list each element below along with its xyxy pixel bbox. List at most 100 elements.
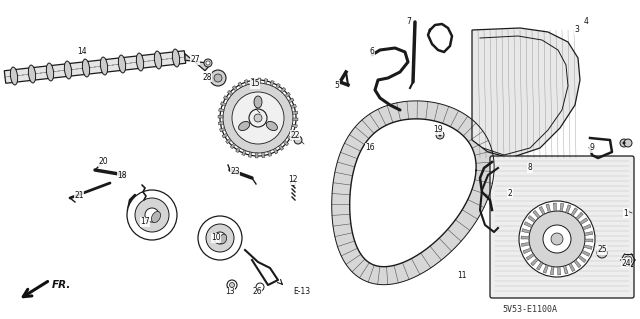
Text: 4: 4 bbox=[584, 18, 588, 26]
Circle shape bbox=[551, 233, 563, 245]
Polygon shape bbox=[218, 122, 223, 125]
FancyBboxPatch shape bbox=[490, 156, 634, 298]
Text: 16: 16 bbox=[365, 144, 375, 152]
Text: 5: 5 bbox=[335, 80, 339, 90]
Polygon shape bbox=[536, 262, 543, 270]
Polygon shape bbox=[4, 51, 186, 83]
Text: 14: 14 bbox=[77, 48, 87, 56]
Polygon shape bbox=[578, 256, 586, 263]
Ellipse shape bbox=[100, 57, 108, 75]
Polygon shape bbox=[531, 258, 538, 266]
Ellipse shape bbox=[220, 234, 227, 244]
Ellipse shape bbox=[65, 61, 72, 79]
Polygon shape bbox=[251, 78, 254, 84]
Ellipse shape bbox=[118, 55, 125, 73]
Text: 10: 10 bbox=[211, 234, 221, 242]
Polygon shape bbox=[226, 138, 231, 144]
Text: 11: 11 bbox=[457, 271, 467, 279]
Polygon shape bbox=[539, 206, 545, 215]
Text: 19: 19 bbox=[433, 125, 443, 135]
Polygon shape bbox=[293, 118, 298, 121]
Polygon shape bbox=[571, 208, 577, 216]
Polygon shape bbox=[219, 108, 224, 112]
Polygon shape bbox=[522, 242, 530, 247]
Polygon shape bbox=[521, 236, 529, 239]
Polygon shape bbox=[278, 145, 284, 150]
Circle shape bbox=[254, 114, 262, 122]
Polygon shape bbox=[557, 267, 561, 275]
Polygon shape bbox=[248, 152, 252, 157]
Text: 13: 13 bbox=[225, 287, 235, 296]
Text: 8: 8 bbox=[527, 164, 532, 173]
Circle shape bbox=[127, 190, 177, 240]
Text: 27: 27 bbox=[190, 56, 200, 64]
Polygon shape bbox=[280, 87, 286, 93]
Polygon shape bbox=[584, 232, 593, 235]
Text: 18: 18 bbox=[117, 170, 127, 180]
Circle shape bbox=[249, 109, 267, 127]
Polygon shape bbox=[533, 210, 540, 218]
Circle shape bbox=[256, 283, 264, 291]
Ellipse shape bbox=[136, 53, 143, 71]
Circle shape bbox=[438, 133, 442, 137]
Polygon shape bbox=[523, 248, 531, 254]
Text: 2: 2 bbox=[508, 189, 513, 197]
Polygon shape bbox=[185, 54, 210, 71]
Polygon shape bbox=[543, 265, 548, 273]
Circle shape bbox=[135, 198, 169, 232]
Polygon shape bbox=[220, 102, 226, 106]
Polygon shape bbox=[244, 79, 248, 85]
Text: 17: 17 bbox=[140, 218, 150, 226]
Polygon shape bbox=[292, 111, 298, 114]
Polygon shape bbox=[283, 140, 289, 146]
Polygon shape bbox=[223, 96, 229, 100]
Polygon shape bbox=[227, 90, 233, 95]
Text: 26: 26 bbox=[252, 287, 262, 296]
Text: FR.: FR. bbox=[52, 280, 72, 290]
Polygon shape bbox=[273, 148, 278, 154]
Ellipse shape bbox=[254, 96, 262, 108]
Polygon shape bbox=[290, 130, 296, 134]
Circle shape bbox=[206, 224, 234, 252]
Text: E-13: E-13 bbox=[293, 287, 310, 296]
Circle shape bbox=[145, 208, 159, 222]
Polygon shape bbox=[268, 151, 272, 156]
Polygon shape bbox=[553, 203, 556, 211]
Text: 5V53-E1100A: 5V53-E1100A bbox=[502, 306, 557, 315]
Text: 12: 12 bbox=[288, 175, 298, 184]
Polygon shape bbox=[526, 254, 534, 260]
Polygon shape bbox=[222, 133, 228, 138]
Ellipse shape bbox=[83, 59, 90, 77]
Circle shape bbox=[623, 142, 625, 145]
Polygon shape bbox=[285, 92, 291, 97]
Circle shape bbox=[214, 74, 222, 82]
Polygon shape bbox=[569, 263, 575, 271]
Text: 20: 20 bbox=[98, 158, 108, 167]
Circle shape bbox=[620, 139, 628, 147]
Circle shape bbox=[204, 59, 212, 67]
Polygon shape bbox=[574, 260, 581, 268]
Circle shape bbox=[210, 70, 226, 86]
Polygon shape bbox=[242, 150, 246, 156]
Polygon shape bbox=[238, 82, 243, 88]
Circle shape bbox=[198, 216, 242, 260]
Polygon shape bbox=[522, 229, 530, 233]
Circle shape bbox=[206, 61, 210, 65]
Polygon shape bbox=[288, 98, 294, 103]
Polygon shape bbox=[524, 222, 532, 228]
Text: 6: 6 bbox=[369, 48, 374, 56]
Polygon shape bbox=[275, 83, 280, 89]
Polygon shape bbox=[258, 78, 260, 83]
Polygon shape bbox=[472, 28, 580, 158]
Polygon shape bbox=[332, 101, 494, 285]
Polygon shape bbox=[255, 153, 258, 158]
Circle shape bbox=[223, 83, 293, 153]
Circle shape bbox=[624, 256, 632, 264]
Polygon shape bbox=[264, 78, 268, 84]
Polygon shape bbox=[584, 245, 592, 249]
Circle shape bbox=[436, 131, 444, 139]
Circle shape bbox=[220, 80, 296, 156]
Ellipse shape bbox=[46, 63, 54, 81]
Polygon shape bbox=[287, 136, 292, 140]
Text: 3: 3 bbox=[575, 26, 579, 34]
